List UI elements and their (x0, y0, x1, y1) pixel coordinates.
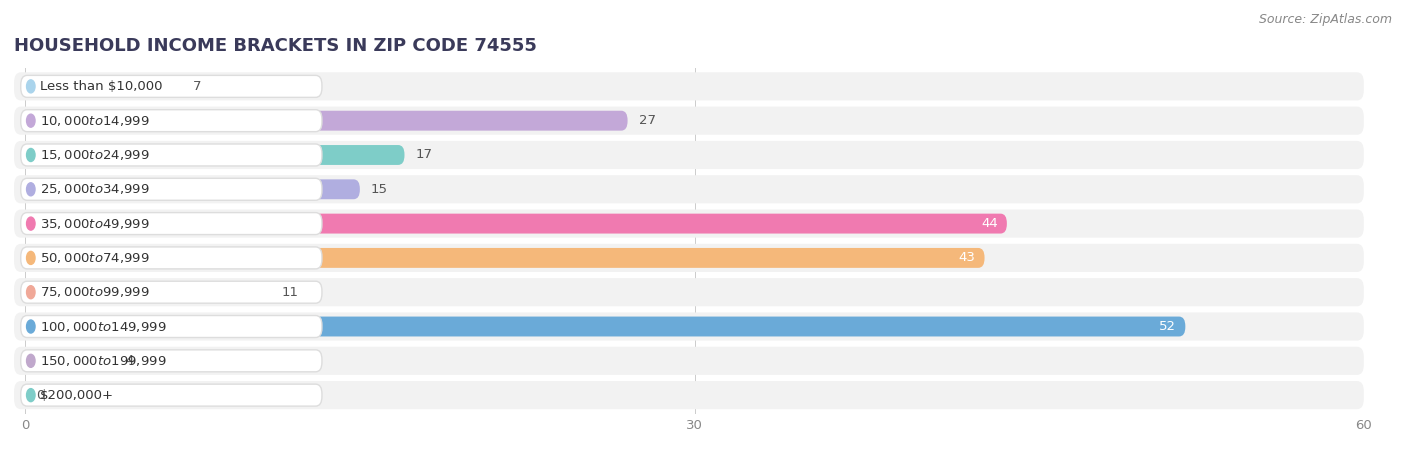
Circle shape (27, 286, 35, 299)
FancyBboxPatch shape (21, 76, 322, 97)
Circle shape (27, 80, 35, 93)
Text: $200,000+: $200,000+ (39, 389, 114, 402)
FancyBboxPatch shape (21, 384, 322, 406)
FancyBboxPatch shape (25, 76, 181, 96)
FancyBboxPatch shape (14, 312, 1364, 341)
Circle shape (27, 114, 35, 127)
Text: 27: 27 (638, 114, 655, 127)
Text: 44: 44 (981, 217, 998, 230)
FancyBboxPatch shape (21, 212, 322, 234)
FancyBboxPatch shape (14, 175, 1364, 203)
Text: Less than $10,000: Less than $10,000 (39, 80, 162, 93)
FancyBboxPatch shape (25, 214, 1007, 234)
Text: 43: 43 (959, 252, 976, 265)
Circle shape (27, 320, 35, 333)
Text: $15,000 to $24,999: $15,000 to $24,999 (39, 148, 149, 162)
FancyBboxPatch shape (14, 244, 1364, 272)
Circle shape (27, 252, 35, 265)
Text: 11: 11 (281, 286, 299, 299)
FancyBboxPatch shape (14, 347, 1364, 375)
Text: 4: 4 (125, 354, 134, 367)
Text: $35,000 to $49,999: $35,000 to $49,999 (39, 216, 149, 230)
FancyBboxPatch shape (25, 248, 984, 268)
FancyBboxPatch shape (25, 282, 270, 302)
FancyBboxPatch shape (21, 350, 322, 372)
Text: 7: 7 (193, 80, 201, 93)
FancyBboxPatch shape (14, 72, 1364, 100)
FancyBboxPatch shape (14, 210, 1364, 238)
FancyBboxPatch shape (14, 141, 1364, 169)
FancyBboxPatch shape (14, 278, 1364, 306)
FancyBboxPatch shape (21, 144, 322, 166)
FancyBboxPatch shape (21, 178, 322, 200)
Circle shape (27, 354, 35, 367)
Circle shape (27, 389, 35, 402)
Text: 0: 0 (37, 389, 45, 402)
Text: 17: 17 (416, 148, 433, 162)
Text: $75,000 to $99,999: $75,000 to $99,999 (39, 285, 149, 299)
FancyBboxPatch shape (21, 110, 322, 132)
FancyBboxPatch shape (21, 247, 322, 269)
FancyBboxPatch shape (14, 381, 1364, 409)
Text: $150,000 to $199,999: $150,000 to $199,999 (39, 354, 166, 368)
Text: HOUSEHOLD INCOME BRACKETS IN ZIP CODE 74555: HOUSEHOLD INCOME BRACKETS IN ZIP CODE 74… (14, 37, 537, 55)
Circle shape (27, 183, 35, 196)
Text: $10,000 to $14,999: $10,000 to $14,999 (39, 114, 149, 128)
Text: 15: 15 (371, 183, 388, 196)
FancyBboxPatch shape (21, 315, 322, 338)
Text: $25,000 to $34,999: $25,000 to $34,999 (39, 182, 149, 196)
FancyBboxPatch shape (25, 180, 360, 199)
Text: 52: 52 (1160, 320, 1177, 333)
FancyBboxPatch shape (25, 145, 405, 165)
FancyBboxPatch shape (25, 385, 44, 405)
Circle shape (27, 148, 35, 162)
FancyBboxPatch shape (25, 111, 627, 130)
FancyBboxPatch shape (25, 316, 1185, 337)
FancyBboxPatch shape (21, 281, 322, 303)
FancyBboxPatch shape (14, 107, 1364, 135)
Text: Source: ZipAtlas.com: Source: ZipAtlas.com (1258, 14, 1392, 27)
Text: $50,000 to $74,999: $50,000 to $74,999 (39, 251, 149, 265)
FancyBboxPatch shape (25, 351, 114, 371)
Text: $100,000 to $149,999: $100,000 to $149,999 (39, 320, 166, 333)
Circle shape (27, 217, 35, 230)
